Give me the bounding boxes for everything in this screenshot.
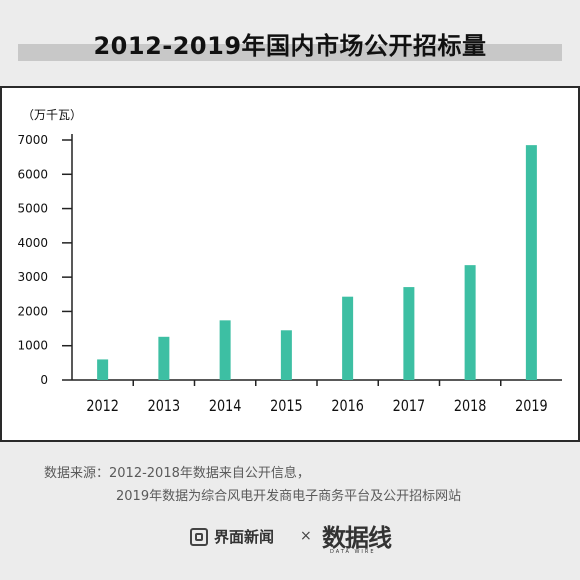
footer: 界面新闻 × 数据线 DATA WIRE [0,518,580,558]
bar-2018 [464,265,476,380]
x-tick-label-2018: 2018 [454,398,487,416]
chart-panel: （万千瓦） 0 1000 2000 3000 4000 5000 6000 7000 2012 20… [0,86,580,442]
x-tick-label-2015: 2015 [270,398,303,416]
brand-separator: × [300,528,312,544]
source-note: 数据来源：2012-2018年数据来自公开信息， 2019年数据为综合风电开发商… [44,462,564,508]
x-tick-label-2019: 2019 [515,398,548,416]
y-tick-label: 7000 [17,133,48,147]
y-tick-label: 6000 [17,167,48,181]
bar-2019 [525,145,537,380]
bar-2013 [158,336,170,380]
brand-jiemian-name: 界面新闻 [214,528,275,546]
x-tick-label-2012: 2012 [86,398,119,416]
source-line-2: 2019年数据为综合风电开发商电子商务平台及公开招标网站 [116,489,462,504]
brand-datawire-sub: DATA WIRE [330,549,376,555]
x-tick-label-2013: 2013 [148,398,181,416]
y-tick-label: 4000 [17,236,48,250]
bar-2012 [97,359,109,380]
brand-jiemian: 界面新闻 [190,526,274,547]
brand-datawire-name: 数据线 [322,523,392,552]
y-tick-label: 5000 [17,202,48,216]
title-area: 2012-2019年国内市场公开招标量 [0,26,580,70]
bar-2017 [403,287,415,380]
title-highlight-band [18,44,562,61]
y-tick-label: 1000 [17,339,48,353]
x-tick-label-2014: 2014 [209,398,242,416]
bar-2016 [342,296,354,380]
y-tick-label: 3000 [17,270,48,284]
y-tick-label: 2000 [17,304,48,318]
jiemian-logo-icon [190,527,208,546]
source-line-1: 数据来源：2012-2018年数据来自公开信息， [44,466,310,481]
bar-chart: （万千瓦） 0 1000 2000 3000 4000 5000 6000 7000 2012 20… [17,108,562,416]
bar-2014 [219,320,231,380]
chart-title: 2012-2019年国内市场公开招标量 [93,32,487,60]
bar-2015 [280,330,292,380]
y-axis-unit-label: （万千瓦） [22,108,82,122]
y-tick-label: 0 [40,373,48,387]
brand-datawire: 数据线 DATA WIRE [322,518,392,555]
x-tick-label-2017: 2017 [393,398,426,416]
x-tick-label-2016: 2016 [331,398,364,416]
